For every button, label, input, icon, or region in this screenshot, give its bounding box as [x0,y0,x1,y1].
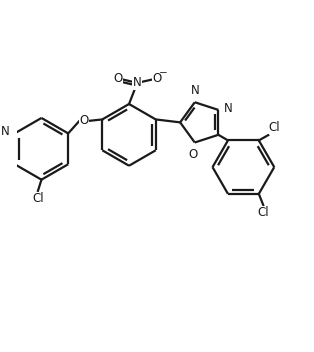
Text: N: N [133,76,142,89]
Text: O: O [114,72,123,85]
Text: Cl: Cl [257,206,269,219]
Text: Cl: Cl [268,121,280,134]
Text: N: N [224,102,232,115]
Text: N: N [1,125,9,138]
Text: −: − [159,68,168,78]
Text: Cl: Cl [32,192,44,205]
Text: N: N [190,84,199,97]
Text: O: O [153,72,162,85]
Text: O: O [189,148,198,161]
Text: O: O [79,114,89,127]
